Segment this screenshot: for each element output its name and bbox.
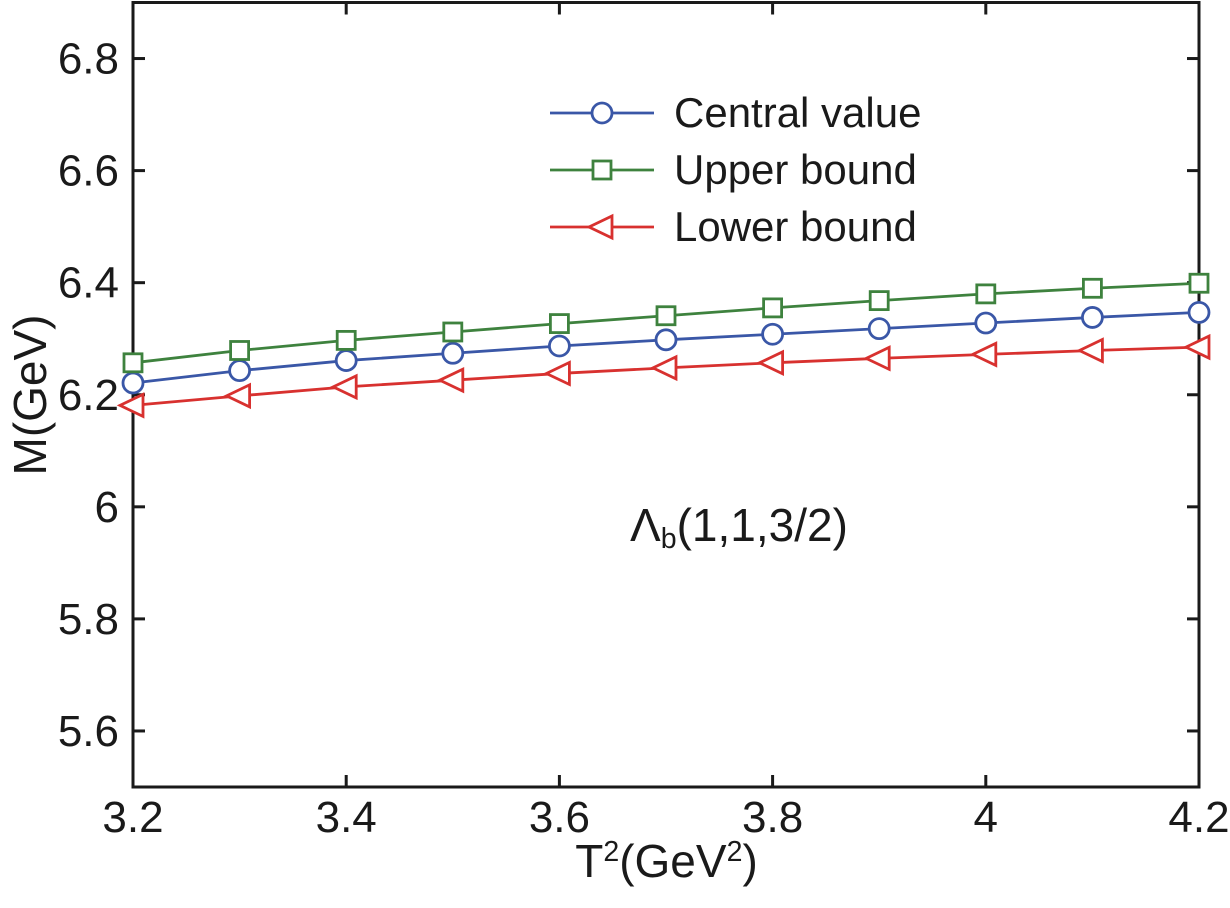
data-marker-square bbox=[762, 297, 783, 319]
x-tick-label: 3.4 bbox=[316, 793, 377, 842]
data-marker-circle bbox=[334, 349, 358, 372]
series-line-triangle-left bbox=[132, 345, 1200, 407]
legend-label: Lower bound bbox=[674, 202, 917, 250]
y-axis-label: M(GeV) bbox=[4, 314, 56, 476]
legend-sample-svg bbox=[550, 101, 654, 124]
legend-label: Upper bound bbox=[674, 145, 917, 193]
data-marker-circle bbox=[228, 359, 252, 383]
data-marker-square bbox=[655, 305, 677, 327]
x-tick-label: 3.6 bbox=[529, 793, 590, 842]
legend-sample-svg bbox=[550, 159, 654, 180]
data-marker-square bbox=[975, 283, 997, 305]
data-marker-triangle-left bbox=[436, 366, 465, 394]
data-marker-circle bbox=[761, 322, 784, 346]
data-marker-triangle-left bbox=[543, 360, 571, 387]
central-value-line-marker-icon bbox=[548, 95, 658, 131]
x-axis-label-unit: (GeV bbox=[619, 835, 727, 887]
legend: Central value Upper bound Lower bound bbox=[548, 84, 921, 255]
y-tick-label: 5.8 bbox=[58, 595, 119, 644]
data-marker-triangle-left bbox=[969, 341, 998, 368]
lower-bound-line-marker-icon bbox=[548, 209, 658, 245]
y-tick-label: 6 bbox=[95, 483, 119, 532]
data-marker-triangle-left bbox=[116, 392, 145, 419]
data-marker-square bbox=[442, 321, 464, 343]
y-tick-label: 6.6 bbox=[58, 147, 119, 196]
x-tick-label: 4 bbox=[974, 793, 998, 842]
data-marker-circle bbox=[974, 311, 998, 335]
x-axis-label-superscript: 2 bbox=[603, 836, 620, 869]
data-marker-square bbox=[1082, 277, 1103, 299]
upper-bound-line-marker-icon bbox=[548, 152, 658, 188]
data-marker-circle bbox=[548, 334, 571, 358]
data-marker-circle bbox=[1081, 306, 1104, 329]
data-marker-circle bbox=[441, 341, 465, 365]
legend-label: Central value bbox=[674, 88, 922, 136]
y-tick-label: 6.2 bbox=[58, 371, 119, 420]
annotation-subscript: b bbox=[660, 523, 677, 556]
x-tick-label: 3.8 bbox=[742, 793, 803, 842]
y-tick-label: 6.4 bbox=[58, 259, 119, 308]
data-marker-triangle-left bbox=[223, 382, 252, 410]
annotation-lambda-b: Λb(1,1,3/2) bbox=[630, 498, 848, 556]
x-axis-label-close: ) bbox=[742, 835, 758, 887]
data-marker-square bbox=[335, 329, 357, 351]
data-marker-square bbox=[549, 313, 570, 334]
data-marker-square bbox=[229, 340, 251, 361]
data-marker-triangle-left bbox=[756, 349, 784, 377]
x-axis-unit-superscript: 2 bbox=[726, 836, 743, 869]
x-axis-label: T2(GeV2) bbox=[133, 834, 1200, 888]
data-marker-square bbox=[122, 352, 144, 374]
data-marker-triangle-left bbox=[1076, 337, 1104, 364]
y-tick-label: 6.8 bbox=[58, 35, 119, 84]
x-axis-label-base: T bbox=[575, 835, 604, 887]
data-marker-square bbox=[868, 290, 890, 312]
annotation-symbol: Λ bbox=[630, 499, 661, 551]
x-tick-label: 3.2 bbox=[102, 793, 163, 842]
x-tick-label: 4.2 bbox=[1168, 793, 1229, 842]
data-marker-circle bbox=[654, 328, 678, 352]
data-marker-square bbox=[1188, 272, 1210, 294]
data-marker-circle bbox=[1187, 300, 1211, 324]
data-marker-triangle-left bbox=[862, 345, 891, 372]
annotation-args: (1,1,3/2) bbox=[676, 499, 848, 551]
data-marker-triangle-left bbox=[1182, 333, 1211, 361]
legend-sample-svg bbox=[550, 213, 654, 240]
data-marker-circle bbox=[867, 317, 891, 341]
legend-marker-circle bbox=[590, 101, 614, 124]
legend-item-lower-bound: Lower bound bbox=[548, 198, 921, 255]
y-tick-label: 5.6 bbox=[58, 707, 119, 756]
data-marker-triangle-left bbox=[329, 373, 358, 401]
legend-marker-triangle-left bbox=[585, 213, 614, 240]
data-marker-triangle-left bbox=[649, 354, 678, 382]
legend-marker-square bbox=[591, 159, 613, 180]
legend-item-central-value: Central value bbox=[548, 84, 921, 141]
data-marker-circle bbox=[121, 371, 145, 395]
legend-item-upper-bound: Upper bound bbox=[548, 141, 921, 198]
